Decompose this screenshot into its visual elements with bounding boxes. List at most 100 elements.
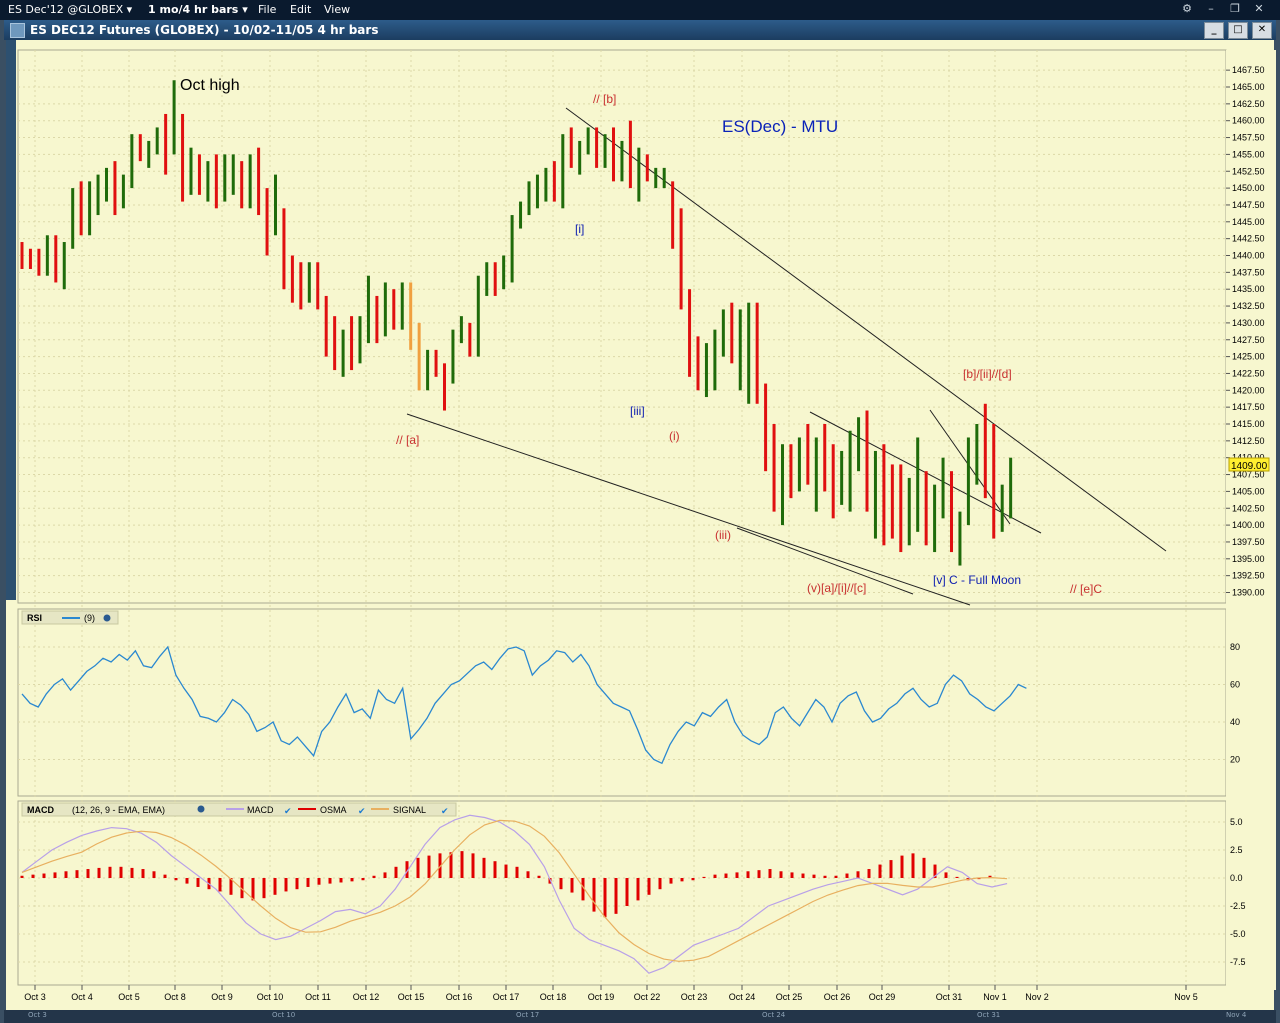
price-tick-label: 1417.50: [1232, 402, 1265, 412]
minimize-window-button[interactable]: _: [1204, 22, 1224, 39]
price-tick-label: 1465.00: [1232, 82, 1265, 92]
price-bar: [958, 511, 962, 566]
price-tick-label: 1390.00: [1232, 588, 1265, 598]
annotation-chart-title: ES(Dec) - MTU: [722, 117, 838, 136]
price-bar: [933, 484, 937, 553]
rsi-settings-icon[interactable]: [103, 614, 111, 622]
price-bars: [20, 80, 1013, 566]
view-menu[interactable]: View: [324, 3, 351, 16]
osma-bar: [471, 853, 475, 878]
scrollbar-date-label: Oct 17: [516, 1011, 540, 1019]
date-tick-label: Nov 5: [1174, 992, 1198, 1002]
osma-bar: [218, 878, 222, 892]
price-tick-label: 1402.50: [1232, 503, 1265, 513]
tools-icon[interactable]: ⚙: [1182, 2, 1192, 15]
file-menu[interactable]: File: [258, 3, 277, 16]
osma-bar: [405, 861, 409, 878]
price-bar: [71, 188, 75, 249]
price-bar: [231, 154, 235, 195]
price-bar: [569, 127, 573, 168]
restore-app-icon[interactable]: ❐: [1230, 2, 1240, 15]
price-bar: [899, 464, 903, 553]
price-bar: [865, 410, 869, 512]
price-bar: [797, 437, 801, 492]
price-bar: [476, 275, 480, 357]
date-tick-label: Oct 16: [446, 992, 473, 1002]
close-app-icon[interactable]: ✕: [1254, 2, 1264, 15]
osma-bar: [570, 878, 574, 893]
price-tick-label: 1435.00: [1232, 284, 1265, 294]
macd-label: MACD: [27, 805, 54, 815]
osma-bar: [273, 878, 277, 895]
price-bar: [755, 302, 759, 404]
macd-settings-icon[interactable]: [197, 805, 205, 813]
osma-bar: [680, 878, 684, 882]
chart-side-scrollbar[interactable]: [6, 40, 16, 600]
signal-check-icon[interactable]: ✔: [441, 806, 449, 816]
maximize-window-button[interactable]: □: [1228, 22, 1248, 39]
osma-bar: [955, 876, 959, 878]
osma-bar: [988, 875, 992, 878]
price-bar: [983, 403, 987, 499]
price-tick-label: 1425.00: [1232, 352, 1265, 362]
price-bar: [831, 444, 835, 519]
interval-dropdown[interactable]: 1 mo/4 hr bars ▾: [148, 3, 248, 16]
date-tick-label: Oct 31: [936, 992, 963, 1002]
date-tick-label: Oct 8: [164, 992, 186, 1002]
rsi-panel[interactable]: [17, 608, 1227, 797]
osma-bar: [801, 873, 805, 878]
osma-check-icon[interactable]: ✔: [358, 806, 366, 816]
price-bar: [662, 167, 666, 189]
price-bar: [806, 424, 810, 485]
price-bar: [679, 208, 683, 310]
annotation-v-c-full-moon: [v] C - Full Moon: [933, 573, 1021, 587]
rsi-series: [21, 645, 1027, 765]
minimize-app-icon[interactable]: –: [1208, 2, 1214, 15]
price-bar: [595, 127, 599, 168]
trend-line: [929, 409, 1011, 525]
price-bar: [612, 127, 615, 182]
osma-bar: [900, 855, 904, 878]
symbol-dropdown[interactable]: ES Dec'12 @GLOBEX ▾: [8, 3, 133, 16]
price-panel[interactable]: [17, 49, 1227, 604]
osma-bar: [493, 861, 497, 878]
price-bar: [1000, 484, 1004, 532]
close-window-button[interactable]: ✕: [1252, 22, 1272, 39]
price-bar: [772, 424, 776, 512]
macd-check-icon[interactable]: ✔: [284, 806, 292, 816]
price-bar: [975, 424, 979, 485]
osma-bar: [460, 851, 464, 878]
price-bar: [738, 309, 742, 391]
edit-menu[interactable]: Edit: [290, 3, 312, 16]
price-bar: [282, 208, 286, 290]
last-price-value: 1409.00: [1231, 461, 1268, 472]
osma-bar: [482, 857, 486, 878]
price-tick-label: 1467.50: [1232, 65, 1265, 75]
grid-lines: [18, 50, 1226, 985]
price-bar: [45, 235, 49, 276]
price-bar: [620, 140, 624, 182]
price-bar: [873, 450, 877, 539]
osma-bar: [350, 878, 354, 882]
price-bar: [248, 154, 252, 209]
macd-legend-signal: SIGNAL: [393, 805, 426, 815]
price-bar: [502, 255, 506, 290]
date-tick-label: Oct 18: [540, 992, 567, 1002]
price-bar: [375, 295, 379, 344]
price-bar: [628, 120, 632, 189]
date-tick-label: Oct 15: [398, 992, 425, 1002]
macd-tick-label: 5.0: [1230, 817, 1243, 827]
price-bar: [603, 134, 607, 168]
price-tick-label: 1392.50: [1232, 571, 1265, 581]
price-bar: [713, 329, 717, 391]
price-bar: [950, 471, 953, 553]
price-bar: [88, 181, 92, 236]
time-scrollbar[interactable]: Oct 3 Oct 10 Oct 17 Oct 24 Oct 31 Nov 4: [4, 1010, 1276, 1023]
osma-bar: [724, 873, 728, 878]
macd-panel[interactable]: [17, 800, 1227, 986]
osma-bar: [746, 871, 750, 878]
price-bar: [907, 477, 911, 546]
price-bar: [290, 255, 294, 303]
